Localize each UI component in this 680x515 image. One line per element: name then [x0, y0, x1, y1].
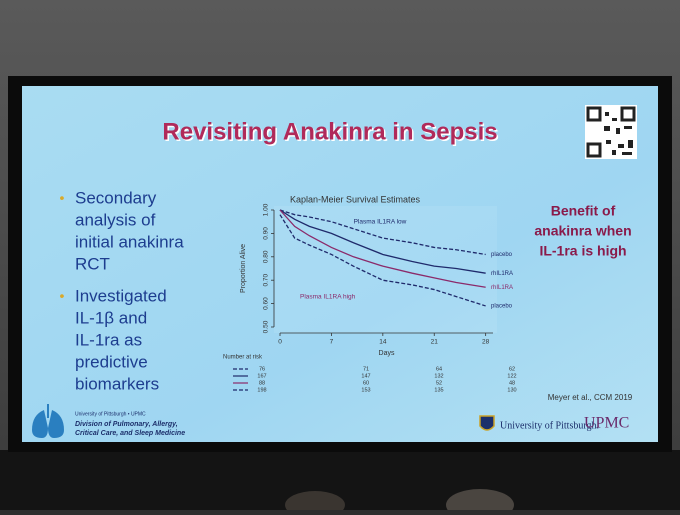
- bullet-text: RCT: [75, 254, 110, 273]
- citation: Meyer et al., CCM 2019: [548, 393, 633, 402]
- callout-text: Benefit of: [551, 203, 616, 219]
- bullet-text: initial anakinra: [75, 232, 184, 251]
- audience-head: [446, 489, 514, 515]
- risk-count: 62: [509, 366, 515, 372]
- pitt-shield: [479, 415, 495, 431]
- x-tick-label: 21: [431, 339, 439, 346]
- x-tick-label: 28: [482, 339, 490, 346]
- x-tick-label: 7: [330, 339, 334, 346]
- risk-count: 130: [507, 387, 516, 393]
- y-axis-label: Proportion Alive: [240, 244, 247, 293]
- footer-division: Critical Care, and Sleep Medicine: [75, 430, 185, 437]
- risk-count: 71: [363, 366, 369, 372]
- qr-background: [585, 105, 637, 159]
- risk-count: 198: [257, 387, 266, 393]
- footer-upmc: UPMC: [584, 415, 629, 432]
- x-tick-label: 0: [278, 339, 282, 346]
- qr-finder: [586, 106, 602, 122]
- risk-count: 153: [361, 387, 370, 393]
- bullet-text: Secondary: [75, 188, 157, 207]
- y-tick-label: 0.50: [263, 320, 270, 333]
- bullet-text: analysis of: [75, 210, 156, 229]
- y-tick-label: 0.90: [263, 227, 270, 240]
- risk-count: 167: [257, 373, 266, 379]
- lungs-icon: [32, 410, 64, 438]
- slide-title: Revisiting Anakinra in Sepsis: [162, 118, 497, 145]
- risk-count: 132: [434, 373, 443, 379]
- risk-table-title: Number at risk: [223, 355, 263, 361]
- series-label: placebo: [491, 304, 513, 310]
- qr-finder: [620, 106, 636, 122]
- bullet-text: biomarkers: [75, 374, 159, 393]
- footer-division: Division of Pulmonary, Allergy,: [75, 421, 178, 428]
- footer-logo: [32, 404, 64, 438]
- y-tick-label: 1.00: [263, 203, 270, 216]
- risk-count: 122: [507, 373, 516, 379]
- y-tick-label: 0.60: [263, 297, 270, 310]
- risk-count: 88: [259, 380, 265, 386]
- x-tick-label: 14: [379, 339, 387, 346]
- annotation: Plasma IL1RA low: [354, 219, 407, 226]
- callout-text: anakinra when: [534, 223, 631, 239]
- survival-line: [279, 209, 486, 274]
- chart-title: Kaplan-Meier Survival Estimates: [290, 194, 421, 204]
- footer-pitt: University of Pittsburgh.: [500, 420, 599, 431]
- risk-count: 147: [361, 373, 370, 379]
- bullet-text: IL-1β and: [75, 308, 147, 327]
- risk-count: 48: [509, 380, 515, 386]
- slide: [22, 86, 658, 442]
- y-tick-label: 0.80: [263, 250, 270, 263]
- series-label: placebo: [491, 252, 513, 258]
- footer-institution: University of Pittsburgh • UPMC: [75, 411, 146, 417]
- bullet-marker: •: [60, 190, 65, 206]
- qr-finder: [586, 142, 602, 158]
- y-tick-label: 0.70: [263, 273, 270, 286]
- trachea-icon: [47, 404, 49, 418]
- audience-head: [285, 491, 345, 515]
- survival-line: [279, 214, 486, 307]
- survival-line: [279, 209, 486, 288]
- risk-count: 64: [436, 366, 442, 372]
- bullet-text: predictive: [75, 352, 148, 371]
- series-label: rhIL1RA: [491, 285, 513, 291]
- x-axis-label: Days: [379, 350, 395, 357]
- risk-count: 135: [434, 387, 443, 393]
- annotation: Plasma IL1RA high: [300, 294, 356, 301]
- title-shadow: Revisiting Anakinra in Sepsis: [164, 120, 499, 147]
- risk-count: 76: [259, 366, 265, 372]
- bullet-text: IL-1ra as: [75, 330, 142, 349]
- risk-count: 60: [363, 380, 369, 386]
- qr-modules: [604, 112, 633, 155]
- qr-code: [585, 105, 637, 159]
- risk-count: 52: [436, 380, 442, 386]
- bullet-marker: •: [60, 288, 65, 304]
- series-label: rhIL1RA: [491, 271, 513, 277]
- bullet-text: Investigated: [75, 286, 167, 305]
- callout-text: IL-1ra is high: [539, 243, 626, 259]
- survival-line: [279, 209, 486, 256]
